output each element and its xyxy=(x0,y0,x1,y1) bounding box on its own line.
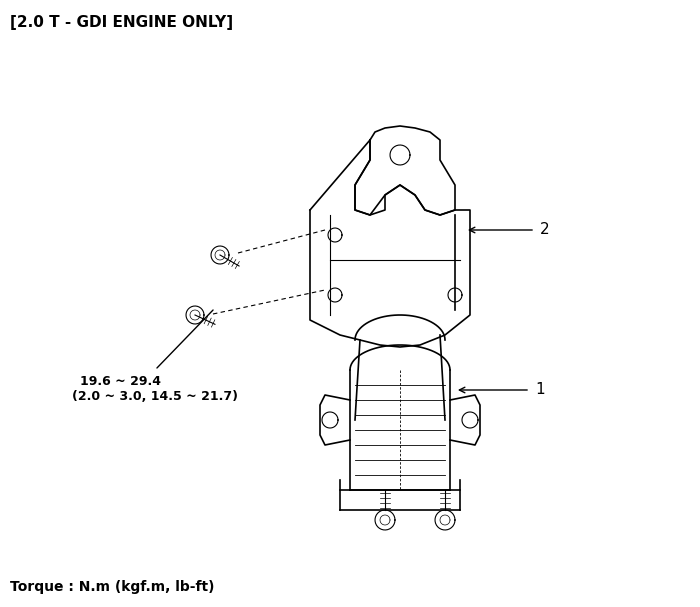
Text: (2.0 ~ 3.0, 14.5 ~ 21.7): (2.0 ~ 3.0, 14.5 ~ 21.7) xyxy=(72,390,238,403)
Text: [2.0 T - GDI ENGINE ONLY]: [2.0 T - GDI ENGINE ONLY] xyxy=(10,15,233,30)
Text: Torque : N.m (kgf.m, lb-ft): Torque : N.m (kgf.m, lb-ft) xyxy=(10,580,214,594)
Text: 2: 2 xyxy=(540,223,550,237)
Text: 19.6 ~ 29.4: 19.6 ~ 29.4 xyxy=(80,375,161,388)
Text: 1: 1 xyxy=(535,382,545,398)
